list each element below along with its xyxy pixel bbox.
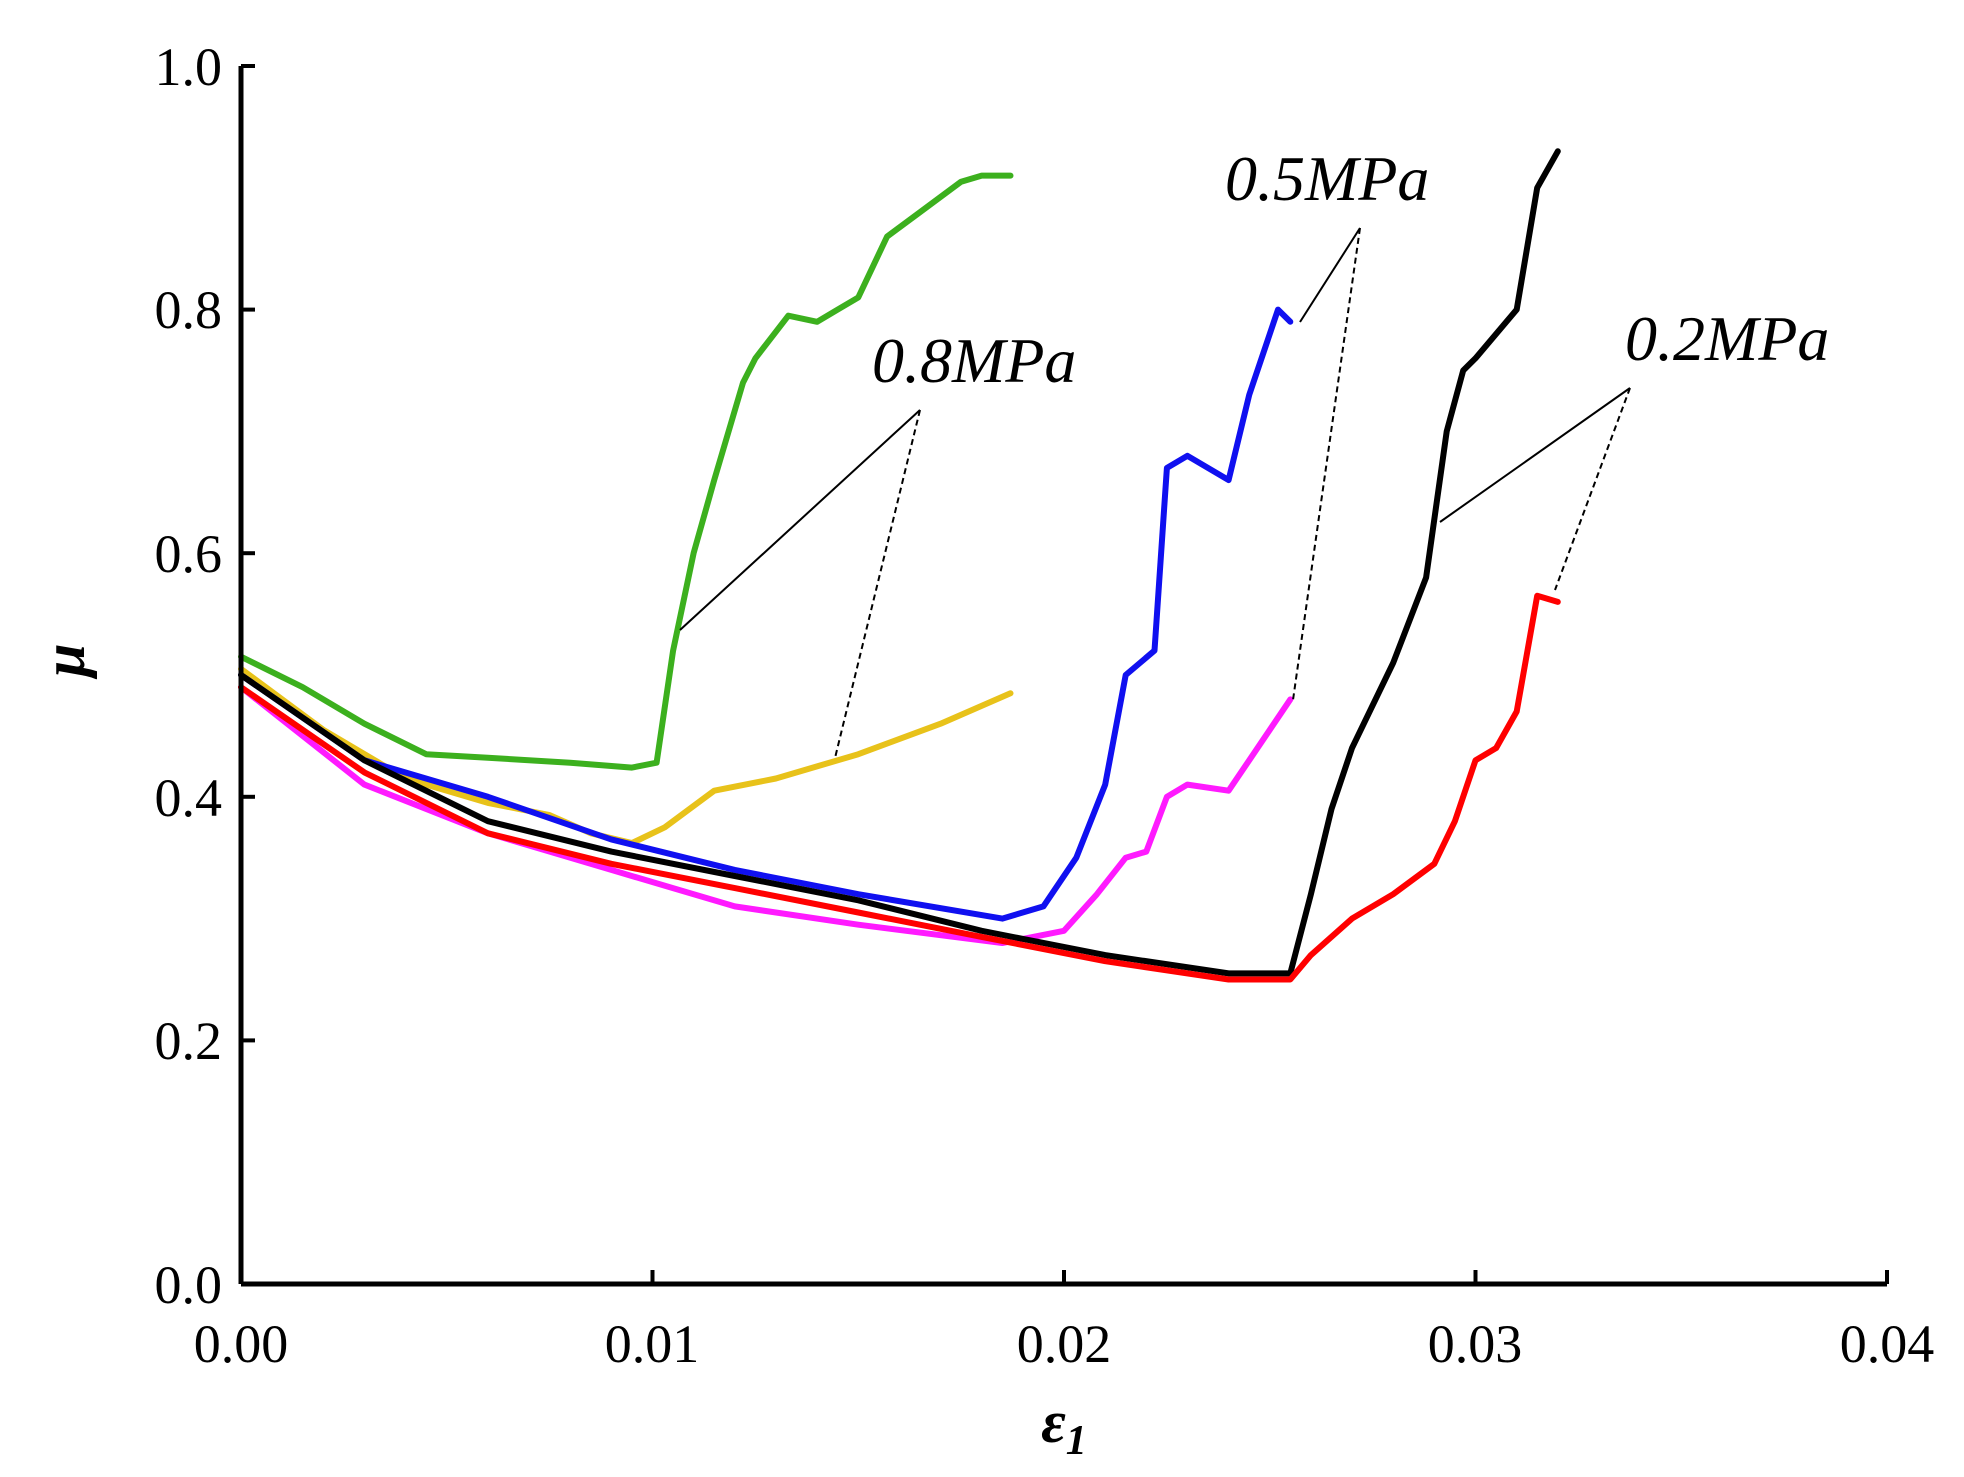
y-tick-label-3: 0.6 — [155, 524, 223, 584]
leader-02-dashed — [1554, 387, 1631, 591]
series-group — [238, 148, 1561, 983]
x-tick-label-2: 0.02 — [1017, 1314, 1112, 1374]
series-line-2 — [238, 306, 1294, 922]
x-axis-title-subscript: 1 — [1066, 1418, 1087, 1464]
y-axis-title: μ — [31, 643, 97, 679]
annotation-0-5mpa: 0.5MPa — [1225, 143, 1429, 214]
leader-08-solid — [679, 409, 921, 631]
leader-05-solid — [1299, 227, 1361, 323]
tick-group — [239, 64, 1889, 1286]
annotation-leaders — [679, 227, 1631, 759]
x-axis-title-main: ε — [1041, 1389, 1066, 1455]
x-tick-label-3: 0.03 — [1428, 1314, 1523, 1374]
y-tick-label-5: 1.0 — [155, 37, 223, 97]
series-line-4 — [238, 148, 1561, 977]
y-tick-label-2: 0.4 — [155, 768, 223, 828]
series-line-3 — [238, 684, 1294, 946]
y-tick-label-1: 0.2 — [155, 1011, 223, 1071]
series-line-5 — [238, 592, 1561, 983]
annotation-0-8mpa: 0.8MPa — [872, 325, 1076, 396]
series-line-0 — [238, 172, 1014, 771]
x-tick-label-4: 0.04 — [1840, 1314, 1935, 1374]
x-tick-label-0: 0.00 — [194, 1314, 289, 1374]
y-tick-label-4: 0.8 — [155, 280, 223, 340]
leader-02-solid — [1439, 387, 1631, 523]
x-axis-title: ε1 — [1041, 1389, 1087, 1464]
x-tick-label-1: 0.01 — [605, 1314, 700, 1374]
y-tick-label-0: 0.0 — [155, 1255, 223, 1315]
annotation-0-2mpa: 0.2MPa — [1625, 303, 1829, 374]
